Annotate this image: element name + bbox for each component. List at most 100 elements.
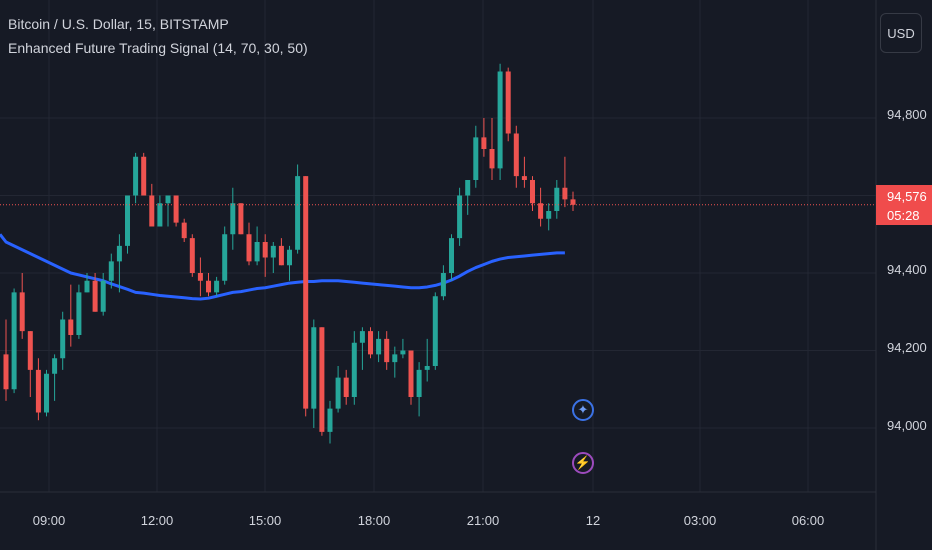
candle	[270, 242, 276, 273]
price-tick-label: 94,000	[887, 418, 927, 433]
candle	[206, 273, 211, 297]
candle-body	[149, 195, 155, 227]
chart-grid	[0, 0, 876, 492]
candle-body	[359, 331, 365, 343]
candle-body	[440, 273, 446, 297]
candle	[562, 156, 568, 208]
candle	[505, 67, 511, 142]
candle	[165, 195, 171, 227]
candle	[570, 191, 576, 211]
candle	[52, 354, 58, 401]
time-tick-label: 03:00	[683, 513, 717, 528]
lightning-signal-icon[interactable]: ⚡	[572, 452, 594, 474]
price-tick-label: 94,400	[887, 262, 927, 277]
candle-body	[303, 176, 309, 409]
candle	[44, 369, 49, 417]
candle	[35, 358, 41, 421]
candle-body	[27, 331, 33, 370]
candle	[189, 234, 195, 277]
candle	[173, 195, 179, 227]
symbol-title[interactable]: Bitcoin / U.S. Dollar, 15, BITSTAMP	[8, 16, 229, 32]
candle	[424, 338, 430, 382]
candle	[408, 350, 414, 405]
candle	[368, 327, 373, 359]
candle-body	[92, 280, 98, 312]
candle	[311, 319, 317, 428]
candle	[108, 253, 114, 289]
candle	[343, 369, 349, 405]
candle	[11, 288, 17, 394]
moving-average-series	[0, 233, 565, 301]
candle	[133, 152, 139, 204]
candle	[181, 218, 187, 242]
candle-body	[60, 319, 66, 359]
candle-body	[335, 377, 341, 409]
candle	[457, 187, 463, 246]
candle	[197, 257, 203, 297]
indicator-title[interactable]: Enhanced Future Trading Signal (14, 70, …	[8, 40, 308, 56]
candle-body	[287, 249, 292, 266]
candle	[432, 292, 438, 370]
candle-body	[465, 180, 471, 196]
candle	[359, 327, 365, 370]
candle	[327, 400, 333, 444]
candle	[254, 226, 260, 266]
candle-body	[254, 242, 260, 262]
candle	[538, 187, 544, 227]
candle	[3, 319, 9, 401]
candle	[351, 331, 357, 405]
candle-body	[538, 203, 544, 219]
candle	[125, 195, 130, 254]
candle-body	[84, 280, 90, 293]
candle-body	[473, 137, 479, 180]
candle-body	[11, 292, 17, 390]
candle-body	[311, 327, 317, 409]
candle-body	[206, 280, 211, 293]
candle-body	[319, 327, 325, 432]
candle-body	[44, 373, 49, 413]
candle	[465, 180, 471, 215]
candle	[238, 203, 244, 235]
currency-button[interactable]: USD	[880, 13, 922, 53]
candle	[449, 234, 454, 281]
candle	[497, 63, 503, 180]
time-tick-label: 09:00	[32, 513, 66, 528]
candle-body	[497, 71, 503, 169]
candle-body	[400, 350, 406, 355]
candle-body	[278, 245, 284, 266]
candle-body	[449, 238, 454, 273]
sparkle-signal-icon[interactable]: ✦	[572, 399, 594, 421]
candle-body	[141, 156, 147, 196]
candle-body	[408, 350, 414, 397]
candle	[262, 234, 268, 277]
time-tick-label: 15:00	[248, 513, 282, 528]
candle-body	[327, 408, 333, 432]
candle-body	[76, 292, 82, 335]
candle-body	[230, 203, 236, 235]
candle	[68, 284, 74, 347]
candle-body	[570, 199, 576, 205]
candle	[489, 118, 495, 180]
candle-body	[100, 280, 106, 312]
candle	[246, 222, 252, 266]
last-price-badge: 94,576 05:28	[876, 185, 932, 225]
candle-body	[562, 187, 568, 200]
candle	[440, 265, 446, 301]
candle	[214, 276, 220, 297]
time-tick-label: 21:00	[466, 513, 500, 528]
candle-body	[343, 377, 349, 397]
candle	[157, 195, 163, 227]
candle-body	[108, 261, 114, 281]
candle-body	[554, 187, 560, 211]
candle	[295, 164, 301, 254]
candle	[287, 245, 292, 281]
candle	[116, 234, 122, 293]
candle-body	[481, 137, 487, 149]
candle-body	[513, 133, 519, 177]
candle	[521, 156, 527, 188]
candle-body	[173, 195, 179, 223]
candle-body	[489, 149, 495, 169]
candle-body	[424, 366, 430, 370]
candle	[384, 331, 390, 370]
